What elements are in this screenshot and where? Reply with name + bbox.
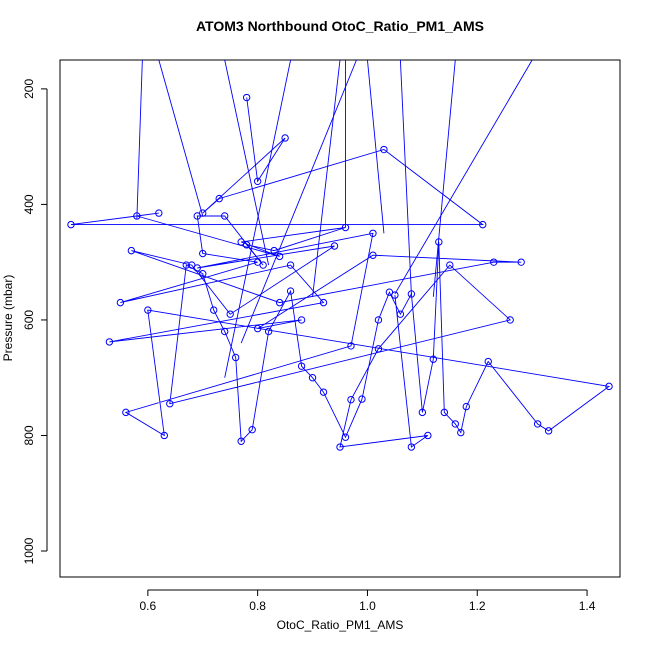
x-tick-label: 1.0 (359, 599, 376, 613)
data-point (429, 355, 438, 363)
series-line-segment (224, 60, 292, 378)
data-point (144, 306, 152, 314)
x-tick-label: 0.8 (249, 599, 266, 613)
data-point (253, 177, 262, 186)
data-point (199, 249, 207, 258)
data-point (297, 316, 306, 324)
data-point (605, 382, 613, 391)
data-point (199, 270, 207, 278)
data-point (166, 400, 174, 408)
y-axis-label: Pressure (mbar) (1, 274, 15, 362)
data-point (369, 229, 377, 237)
data-point (237, 437, 245, 445)
data-point (424, 431, 432, 440)
y-tick-label: 200 (22, 79, 36, 99)
data-point (457, 428, 465, 437)
data-point (221, 327, 229, 336)
data-point (226, 310, 234, 318)
data-point (374, 316, 383, 324)
axes: 0.6 0.8 1.0 1.2 1.4 200 400 600 800 1000 (22, 79, 596, 613)
data-point (533, 420, 542, 428)
x-tick-label: 1.4 (579, 599, 596, 613)
data-point (418, 408, 427, 417)
series-line-segment (240, 60, 357, 344)
series-line-segment (312, 60, 341, 297)
data-point (105, 338, 114, 346)
data-point (248, 425, 256, 434)
x-tick-label: 0.6 (139, 599, 156, 613)
series-line-segment (432, 60, 456, 297)
data-point (380, 145, 388, 154)
data-point (275, 298, 284, 307)
data-point (297, 362, 306, 370)
data-point (221, 212, 229, 220)
data-point (286, 261, 295, 269)
data-point (210, 306, 218, 314)
x-axis-label: OtoC_Ratio_PM1_AMS (276, 618, 404, 632)
series-line-segment (224, 60, 270, 266)
data-point (281, 134, 289, 142)
data-point (215, 194, 223, 203)
plot-frame (59, 59, 621, 578)
data-point (242, 241, 251, 249)
data-point (122, 408, 130, 417)
data-point (127, 246, 136, 255)
data-point (369, 251, 377, 259)
data-point (374, 345, 383, 353)
data-point (155, 209, 163, 217)
data-point (347, 395, 355, 404)
x-tick-label: 1.2 (469, 599, 486, 613)
data-point (253, 324, 262, 333)
data-point (182, 261, 190, 269)
data-point (544, 427, 553, 435)
data-point (253, 258, 262, 266)
y-tick-label: 600 (22, 310, 36, 330)
data-point (462, 402, 470, 411)
data-point (440, 408, 449, 417)
data-point (231, 353, 240, 362)
plot-border (59, 59, 621, 578)
data-point (242, 93, 251, 102)
data-point (308, 374, 317, 382)
data-point (490, 258, 498, 266)
data-point (517, 258, 525, 266)
series-line-segment (136, 60, 143, 219)
data-point (330, 242, 339, 250)
data-point (391, 291, 399, 299)
y-tick-label: 400 (22, 194, 36, 214)
data-point (116, 298, 125, 307)
data-point (336, 443, 344, 451)
y-tick-label: 800 (22, 425, 36, 445)
series-line-segment (394, 60, 533, 295)
data-point (484, 357, 492, 366)
data-point (407, 443, 416, 451)
data-point (193, 264, 201, 272)
data-point (347, 342, 355, 350)
series-line-segment (367, 60, 385, 234)
data-point (270, 246, 278, 255)
data-point (193, 212, 201, 220)
series-layer (67, 60, 613, 451)
data-point (264, 327, 273, 336)
data-point (396, 310, 405, 318)
data-point (286, 287, 295, 295)
chart-title: ATOM3 Northbound OtoC_Ratio_PM1_AMS (195, 18, 485, 34)
data-point (341, 433, 350, 441)
data-point (506, 316, 514, 324)
data-point (160, 431, 169, 440)
series-line-segment (399, 60, 412, 294)
data-point (319, 388, 328, 396)
data-point (319, 298, 328, 307)
data-point (446, 261, 454, 269)
series-line (70, 97, 611, 448)
series-line-segment (158, 60, 204, 217)
data-point (451, 420, 459, 428)
y-tick-label: 1000 (22, 537, 36, 564)
data-point (358, 395, 366, 403)
data-point (67, 220, 75, 229)
data-point (479, 220, 487, 229)
